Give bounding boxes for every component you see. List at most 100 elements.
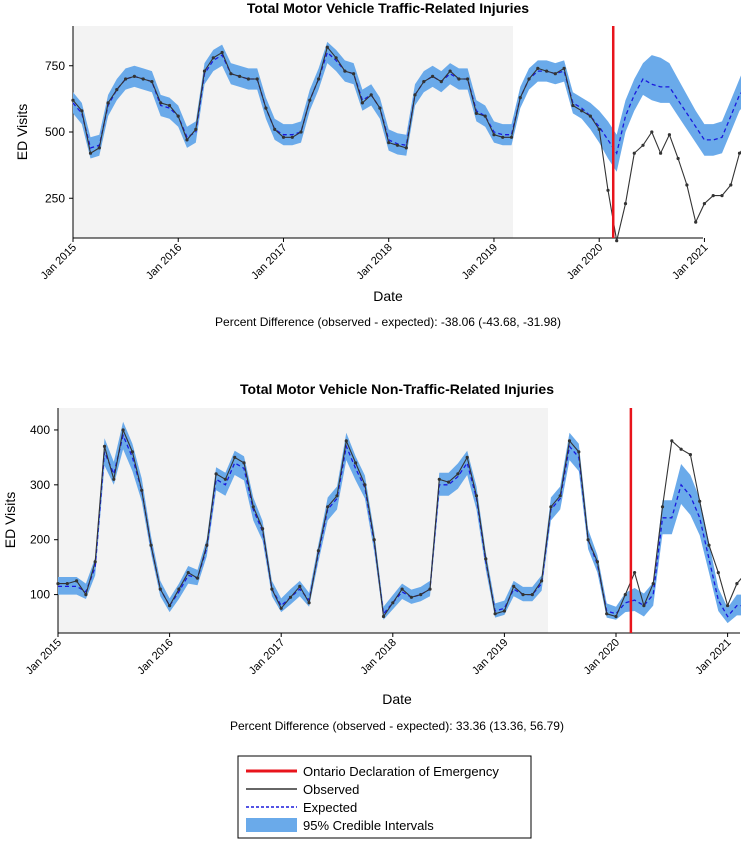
y-tick-label: 200 xyxy=(30,533,50,547)
observed-point xyxy=(623,593,627,597)
observed-point xyxy=(112,477,116,481)
observed-point xyxy=(660,505,665,509)
legend-interval-label: 95% Credible Intervals xyxy=(303,818,434,833)
observed-point xyxy=(360,101,364,105)
observed-point xyxy=(737,151,741,155)
x-tick-label: Jan 2015 xyxy=(39,242,79,282)
observed-point xyxy=(606,188,610,192)
observed-point xyxy=(238,74,242,78)
observed-point xyxy=(298,584,302,589)
x-tick-label: Jan 2019 xyxy=(460,242,500,282)
observed-point xyxy=(595,560,600,564)
observed-point xyxy=(404,146,408,150)
observed-point xyxy=(325,45,329,49)
observed-point xyxy=(586,538,590,542)
observed-point xyxy=(80,109,84,113)
observed-point xyxy=(483,114,487,118)
observed-point xyxy=(457,77,461,81)
observed-point xyxy=(84,593,88,597)
observed-point xyxy=(186,571,190,575)
y-tick-label: 500 xyxy=(45,125,65,139)
observed-point xyxy=(698,499,702,503)
observed-point xyxy=(251,505,255,509)
observed-point xyxy=(419,593,423,597)
legend-interval-swatch xyxy=(246,818,297,832)
observed-point xyxy=(352,72,356,76)
observed-point xyxy=(530,593,534,597)
observed-point xyxy=(536,66,540,70)
observed-point xyxy=(233,455,237,459)
observed-point xyxy=(484,557,488,561)
observed-point xyxy=(168,604,172,608)
observed-point xyxy=(132,74,136,78)
observed-point xyxy=(334,56,338,60)
y-tick-label: 400 xyxy=(30,423,50,437)
observed-point xyxy=(115,88,119,92)
observed-point xyxy=(409,595,413,599)
observed-point xyxy=(553,72,557,76)
x-tick-label: Jan 2021 xyxy=(693,637,733,677)
observed-point xyxy=(335,494,339,498)
observed-point xyxy=(281,135,286,139)
observed-point xyxy=(167,103,172,108)
observed-point xyxy=(363,483,367,487)
x-tick-label: Jan 2016 xyxy=(144,242,184,282)
x-tick-label: Jan 2019 xyxy=(470,637,510,677)
observed-point xyxy=(716,571,720,575)
observed-line xyxy=(58,428,741,619)
observed-point xyxy=(195,576,200,580)
observed-point xyxy=(205,543,209,547)
observed-point xyxy=(567,439,572,443)
observed-point xyxy=(369,93,373,97)
observed-point xyxy=(395,143,400,147)
observed-point xyxy=(290,135,294,139)
observed-point xyxy=(577,450,581,454)
chart-title: Total Motor Vehicle Non-Traffic-Related … xyxy=(240,381,554,397)
observed-point xyxy=(202,69,207,73)
observed-point xyxy=(702,202,707,206)
observed-point xyxy=(540,579,544,583)
observed-point xyxy=(456,472,460,476)
observed-point xyxy=(502,609,506,613)
x-axis-label: Date xyxy=(373,288,403,304)
x-tick-label: Jan 2021 xyxy=(670,242,710,282)
observed-point xyxy=(71,98,75,102)
y-axis-label: ED Visits xyxy=(2,492,18,549)
observed-point xyxy=(685,183,689,187)
observed-point xyxy=(667,133,672,137)
observed-point xyxy=(299,130,303,134)
y-ticks: 250 500 750 xyxy=(45,59,73,205)
observed-point xyxy=(264,106,268,110)
legend: Ontario Declaration of Emergency Observe… xyxy=(237,755,532,839)
observed-point xyxy=(521,593,525,597)
observed-point xyxy=(177,587,181,591)
observed-point xyxy=(597,127,601,131)
observed-point xyxy=(670,439,674,443)
observed-point xyxy=(474,111,478,115)
observed-point xyxy=(220,50,224,55)
observed-point xyxy=(372,538,376,542)
observed-point xyxy=(437,477,441,481)
observed-point xyxy=(102,444,107,448)
expected-line xyxy=(58,433,741,618)
observed-point xyxy=(270,587,274,591)
y-axis-label: ED Visits xyxy=(14,104,30,161)
observed-point xyxy=(391,601,395,605)
observed-point xyxy=(56,582,60,586)
observed-point xyxy=(428,587,432,591)
observed-point xyxy=(326,505,330,509)
x-ticks: Jan 2015 Jan 2016 Jan 2017 Jan 2018 Jan 2019… xyxy=(39,238,711,282)
y-ticks: 100 200 300 400 xyxy=(30,423,58,602)
observed-point xyxy=(149,543,153,547)
observed-point xyxy=(518,96,522,100)
observed-point xyxy=(316,549,320,553)
observed-point xyxy=(562,66,566,70)
x-tick-label: Jan 2018 xyxy=(358,637,398,677)
y-tick-label: 300 xyxy=(30,478,50,492)
observed-point xyxy=(642,604,646,608)
observed-point xyxy=(615,239,619,243)
observed-point xyxy=(273,127,277,131)
percent-difference: Percent Difference (observed - expected)… xyxy=(215,315,561,329)
